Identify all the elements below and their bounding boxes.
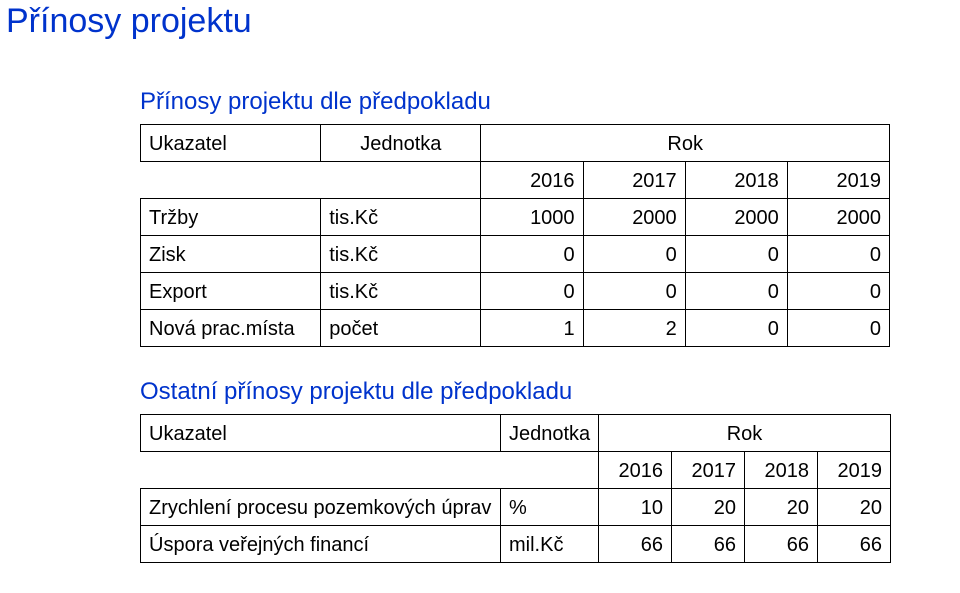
row-value: 1 bbox=[481, 310, 583, 347]
empty-cell bbox=[141, 452, 501, 489]
col-header-unit: Jednotka bbox=[321, 125, 481, 162]
row-value: 20 bbox=[745, 489, 818, 526]
row-value: 0 bbox=[787, 236, 889, 273]
row-value: 2000 bbox=[787, 199, 889, 236]
row-label: Nová prac.místa bbox=[141, 310, 321, 347]
row-value: 66 bbox=[818, 526, 891, 563]
row-unit: tis.Kč bbox=[321, 236, 481, 273]
col-header-indicator: Ukazatel bbox=[141, 415, 501, 452]
col-header-year: Rok bbox=[481, 125, 890, 162]
row-unit: tis.Kč bbox=[321, 273, 481, 310]
row-value: 2000 bbox=[583, 199, 685, 236]
row-label: Úspora veřejných financí bbox=[141, 526, 501, 563]
empty-cell bbox=[321, 162, 481, 199]
row-value: 0 bbox=[685, 310, 787, 347]
row-value: 0 bbox=[787, 310, 889, 347]
row-label: Zrychlení procesu pozemkových úprav bbox=[141, 489, 501, 526]
year-cell: 2016 bbox=[599, 452, 672, 489]
row-value: 0 bbox=[787, 273, 889, 310]
table-row: 2016 2017 2018 2019 bbox=[141, 162, 890, 199]
table1: Ukazatel Jednotka Rok 2016 2017 2018 201… bbox=[140, 124, 890, 347]
row-label: Export bbox=[141, 273, 321, 310]
row-unit: počet bbox=[321, 310, 481, 347]
year-cell: 2018 bbox=[685, 162, 787, 199]
year-cell: 2019 bbox=[818, 452, 891, 489]
table-row: 2016 2017 2018 2019 bbox=[141, 452, 891, 489]
col-header-indicator: Ukazatel bbox=[141, 125, 321, 162]
row-value: 0 bbox=[583, 273, 685, 310]
year-cell: 2019 bbox=[787, 162, 889, 199]
row-value: 66 bbox=[599, 526, 672, 563]
row-value: 0 bbox=[481, 236, 583, 273]
row-unit: % bbox=[501, 489, 599, 526]
row-unit: mil.Kč bbox=[501, 526, 599, 563]
row-value: 66 bbox=[745, 526, 818, 563]
row-unit: tis.Kč bbox=[321, 199, 481, 236]
table-row: Ukazatel Jednotka Rok bbox=[141, 125, 890, 162]
empty-cell bbox=[141, 162, 321, 199]
table-row: Nová prac.místa počet 1 2 0 0 bbox=[141, 310, 890, 347]
year-cell: 2016 bbox=[481, 162, 583, 199]
col-header-year: Rok bbox=[599, 415, 891, 452]
table2-subtitle: Ostatní přínosy projektu dle předpokladu bbox=[140, 378, 572, 406]
row-value: 20 bbox=[818, 489, 891, 526]
table-row: Zisk tis.Kč 0 0 0 0 bbox=[141, 236, 890, 273]
empty-cell bbox=[501, 452, 599, 489]
row-label: Zisk bbox=[141, 236, 321, 273]
year-cell: 2017 bbox=[672, 452, 745, 489]
col-header-unit: Jednotka bbox=[501, 415, 599, 452]
row-value: 0 bbox=[685, 273, 787, 310]
row-value: 1000 bbox=[481, 199, 583, 236]
table1-subtitle: Přínosy projektu dle předpokladu bbox=[140, 88, 491, 116]
table-row: Ukazatel Jednotka Rok bbox=[141, 415, 891, 452]
row-value: 0 bbox=[481, 273, 583, 310]
row-value: 66 bbox=[672, 526, 745, 563]
row-value: 2 bbox=[583, 310, 685, 347]
page-title: Přínosy projektu bbox=[6, 2, 252, 41]
table-row: Úspora veřejných financí mil.Kč 66 66 66… bbox=[141, 526, 891, 563]
table1-table: Ukazatel Jednotka Rok 2016 2017 2018 201… bbox=[140, 124, 890, 347]
year-cell: 2017 bbox=[583, 162, 685, 199]
table-row: Tržby tis.Kč 1000 2000 2000 2000 bbox=[141, 199, 890, 236]
table-row: Export tis.Kč 0 0 0 0 bbox=[141, 273, 890, 310]
year-cell: 2018 bbox=[745, 452, 818, 489]
row-label: Tržby bbox=[141, 199, 321, 236]
row-value: 0 bbox=[685, 236, 787, 273]
table-row: Zrychlení procesu pozemkových úprav % 10… bbox=[141, 489, 891, 526]
table2: Ukazatel Jednotka Rok 2016 2017 2018 201… bbox=[140, 414, 890, 563]
row-value: 20 bbox=[672, 489, 745, 526]
row-value: 2000 bbox=[685, 199, 787, 236]
row-value: 0 bbox=[583, 236, 685, 273]
row-value: 10 bbox=[599, 489, 672, 526]
table2-table: Ukazatel Jednotka Rok 2016 2017 2018 201… bbox=[140, 414, 891, 563]
